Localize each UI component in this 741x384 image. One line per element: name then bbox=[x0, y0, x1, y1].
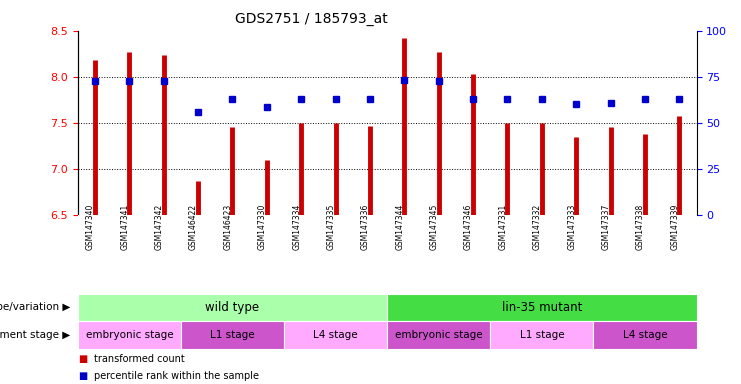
Text: GSM147345: GSM147345 bbox=[430, 204, 439, 250]
Bar bbox=[387, 294, 697, 321]
Bar bbox=[594, 321, 697, 349]
Text: embryonic stage: embryonic stage bbox=[395, 330, 482, 340]
Text: GSM147337: GSM147337 bbox=[602, 204, 611, 250]
Text: GSM147335: GSM147335 bbox=[327, 204, 336, 250]
Text: embryonic stage: embryonic stage bbox=[85, 330, 173, 340]
Text: GSM147332: GSM147332 bbox=[533, 204, 542, 250]
Text: lin-35 mutant: lin-35 mutant bbox=[502, 301, 582, 314]
Text: GSM146422: GSM146422 bbox=[189, 204, 198, 250]
Text: L4 stage: L4 stage bbox=[313, 330, 358, 340]
Text: L1 stage: L1 stage bbox=[210, 330, 255, 340]
Text: GSM147338: GSM147338 bbox=[636, 204, 645, 250]
Text: GDS2751 / 185793_at: GDS2751 / 185793_at bbox=[235, 12, 388, 25]
Bar bbox=[181, 321, 284, 349]
Text: GSM147339: GSM147339 bbox=[671, 204, 679, 250]
Text: transformed count: transformed count bbox=[94, 354, 185, 364]
Bar bbox=[284, 321, 387, 349]
Bar bbox=[387, 321, 491, 349]
Text: wild type: wild type bbox=[205, 301, 259, 314]
Text: GSM147342: GSM147342 bbox=[155, 204, 164, 250]
Text: GSM147336: GSM147336 bbox=[361, 204, 370, 250]
Text: GSM147344: GSM147344 bbox=[396, 204, 405, 250]
Text: percentile rank within the sample: percentile rank within the sample bbox=[94, 371, 259, 381]
Text: L4 stage: L4 stage bbox=[622, 330, 668, 340]
Text: GSM147334: GSM147334 bbox=[292, 204, 302, 250]
Text: ■: ■ bbox=[78, 354, 87, 364]
Bar bbox=[78, 294, 387, 321]
Text: GSM147333: GSM147333 bbox=[567, 204, 576, 250]
Bar bbox=[491, 321, 594, 349]
Text: L1 stage: L1 stage bbox=[519, 330, 564, 340]
Text: genotype/variation ▶: genotype/variation ▶ bbox=[0, 302, 70, 312]
Text: GSM147330: GSM147330 bbox=[258, 204, 267, 250]
Text: GSM146423: GSM146423 bbox=[224, 204, 233, 250]
Text: GSM147331: GSM147331 bbox=[499, 204, 508, 250]
Text: GSM147346: GSM147346 bbox=[464, 204, 473, 250]
Text: GSM147340: GSM147340 bbox=[86, 204, 95, 250]
Text: development stage ▶: development stage ▶ bbox=[0, 330, 70, 340]
Text: ■: ■ bbox=[78, 371, 87, 381]
Bar bbox=[78, 321, 181, 349]
Text: GSM147341: GSM147341 bbox=[120, 204, 130, 250]
